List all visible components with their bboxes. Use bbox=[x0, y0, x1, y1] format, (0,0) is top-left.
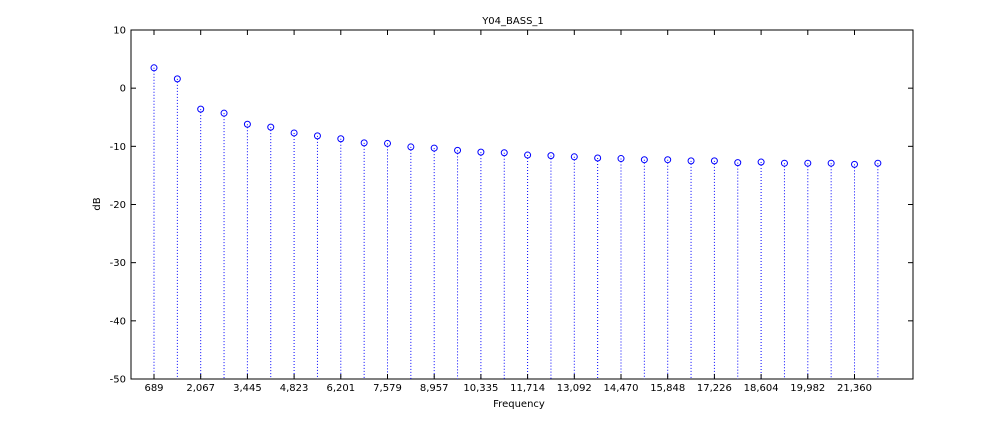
y-tick-label: -30 bbox=[110, 258, 126, 269]
stem-marker bbox=[804, 159, 812, 167]
x-tick-label: 13,092 bbox=[557, 383, 592, 394]
x-tick-label: 17,226 bbox=[697, 383, 732, 394]
y-tick-label: 0 bbox=[120, 84, 126, 95]
x-axis-label: Frequency bbox=[493, 399, 545, 410]
x-tick-label: 14,470 bbox=[604, 383, 639, 394]
stem-marker bbox=[220, 109, 228, 117]
stem-marker bbox=[757, 158, 765, 166]
stem-markers bbox=[150, 64, 882, 168]
stem-marker bbox=[687, 157, 695, 165]
stem-marker bbox=[243, 120, 251, 128]
stem-marker bbox=[734, 159, 742, 167]
y-tick-label: 10 bbox=[113, 26, 126, 37]
stem-marker bbox=[617, 155, 625, 163]
stem-marker bbox=[780, 159, 788, 167]
stem-marker bbox=[827, 159, 835, 167]
x-tick-label: 21,360 bbox=[837, 383, 872, 394]
stem-marker bbox=[477, 148, 485, 156]
x-tick-label: 6,201 bbox=[326, 383, 355, 394]
stem-marker bbox=[313, 132, 321, 140]
y-tick-label: -40 bbox=[110, 316, 126, 327]
y-tick-label: -20 bbox=[110, 200, 126, 211]
x-tick-label: 3,445 bbox=[233, 383, 262, 394]
stem-marker bbox=[594, 154, 602, 162]
y-axis-ticks: 10 0 -10 -20 -30 -40 -50 bbox=[110, 26, 913, 386]
x-tick-label: 689 bbox=[144, 383, 163, 394]
y-tick-label: -10 bbox=[110, 142, 126, 153]
stem-marker bbox=[524, 151, 532, 159]
stem-marker bbox=[337, 135, 345, 143]
y-tick-label: -50 bbox=[110, 375, 126, 386]
plot-area bbox=[130, 29, 914, 380]
x-axis-ticks: 689 2,067 3,445 4,823 6,201 7,579 8,957 10,335 1… bbox=[144, 30, 872, 394]
stem-marker bbox=[360, 139, 368, 147]
stem-marker bbox=[664, 156, 672, 164]
stem-marker bbox=[454, 146, 462, 154]
x-tick-label: 18,604 bbox=[744, 383, 779, 394]
stem-marker bbox=[547, 152, 555, 160]
stem-marker bbox=[407, 143, 415, 151]
stem-marker bbox=[267, 123, 275, 131]
stem-marker bbox=[851, 160, 858, 168]
stem-marker bbox=[173, 75, 181, 83]
stem-marker bbox=[430, 144, 438, 152]
x-tick-label: 2,067 bbox=[186, 383, 215, 394]
stem-marker bbox=[150, 64, 158, 72]
x-tick-label: 15,848 bbox=[650, 383, 685, 394]
x-tick-label: 19,982 bbox=[790, 383, 825, 394]
stem-lines bbox=[153, 67, 879, 379]
stem-marker bbox=[197, 105, 205, 113]
stem-marker bbox=[384, 139, 391, 147]
y-axis-label: dB bbox=[92, 197, 103, 210]
stem-marker bbox=[710, 157, 718, 165]
x-tick-label: 7,579 bbox=[373, 383, 402, 394]
stem-marker bbox=[640, 156, 648, 164]
x-tick-label: 11,714 bbox=[510, 383, 545, 394]
x-tick-label: 8,957 bbox=[420, 383, 449, 394]
stem-marker bbox=[290, 129, 298, 137]
stem-marker bbox=[874, 159, 882, 167]
chart-title: Y04_BASS_1 bbox=[481, 16, 544, 27]
x-tick-label: 4,823 bbox=[280, 383, 309, 394]
stem-marker bbox=[500, 149, 508, 157]
x-tick-label: 10,335 bbox=[463, 383, 498, 394]
stem-marker bbox=[570, 153, 578, 161]
